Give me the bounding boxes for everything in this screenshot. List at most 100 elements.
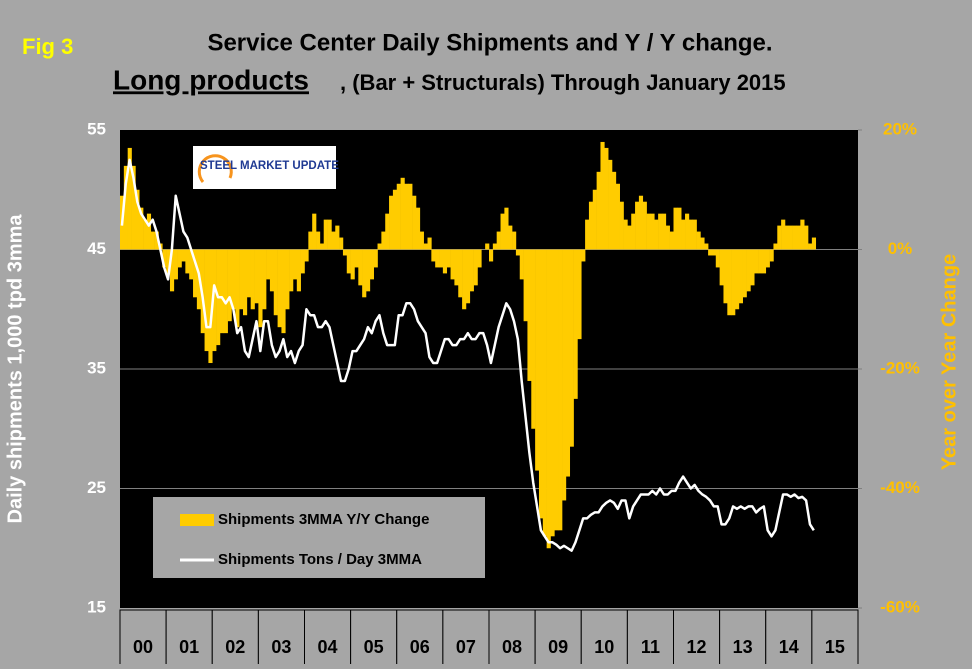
- bar: [250, 249, 255, 310]
- bar: [500, 213, 505, 250]
- bar: [419, 231, 424, 250]
- bar: [515, 249, 521, 256]
- x-tick-label: 14: [779, 637, 799, 657]
- bar: [788, 225, 793, 250]
- bar: [781, 219, 786, 250]
- x-category-cell: [719, 609, 767, 669]
- bar: [181, 249, 186, 262]
- bar: [346, 249, 351, 274]
- x-tick-label: 03: [271, 637, 291, 657]
- y2-tick-label: -60%: [880, 597, 920, 616]
- bar: [573, 249, 578, 399]
- bar: [685, 213, 690, 250]
- bar: [596, 171, 601, 250]
- logo-text: STEEL MARKET UPDATE: [200, 160, 339, 172]
- bar: [227, 249, 232, 322]
- y2-tick-label: -40%: [880, 478, 920, 497]
- bar: [254, 249, 259, 304]
- bar: [177, 249, 182, 268]
- x-category-cell: [396, 609, 444, 669]
- bar: [715, 249, 720, 268]
- x-tick-label: 08: [502, 637, 522, 657]
- bar: [546, 249, 551, 549]
- x-tick-label: 11: [641, 637, 660, 657]
- bar: [316, 231, 321, 250]
- bar: [123, 165, 128, 250]
- bar: [327, 219, 332, 250]
- x-tick-label: 06: [410, 637, 430, 657]
- bar: [496, 231, 501, 250]
- bar: [485, 243, 490, 250]
- bar: [638, 195, 644, 250]
- bar: [396, 183, 401, 250]
- bar: [292, 249, 298, 280]
- bar: [262, 249, 267, 310]
- bar: [231, 249, 236, 310]
- legend-label: Shipments Tons / Day 3MMA: [218, 551, 422, 568]
- bar: [285, 249, 290, 310]
- bar: [442, 249, 448, 274]
- bar: [208, 249, 213, 364]
- bar: [342, 249, 348, 256]
- bar: [581, 249, 586, 262]
- x-tick-label: 01: [179, 637, 199, 657]
- bar: [512, 231, 517, 250]
- x-category-cell: [811, 609, 859, 669]
- bar: [427, 237, 432, 250]
- bar: [538, 249, 544, 519]
- bar: [631, 213, 636, 250]
- bar: [604, 147, 609, 250]
- bar: [592, 189, 597, 250]
- bar: [185, 249, 190, 274]
- bar: [627, 225, 632, 250]
- bar: [811, 237, 817, 250]
- x-tick-label: 05: [364, 637, 384, 657]
- y-tick-label: 35: [87, 358, 106, 377]
- bar: [458, 249, 463, 298]
- bar: [358, 249, 363, 286]
- bar: [331, 231, 336, 250]
- bar: [477, 249, 482, 268]
- bar: [708, 249, 713, 256]
- bar: [800, 219, 805, 250]
- chart-subtitle: , (Bar + Structurals) Through January 20…: [340, 70, 786, 95]
- bar: [669, 231, 674, 250]
- bar: [454, 249, 459, 286]
- bar: [473, 249, 478, 286]
- y-tick-label: 55: [87, 119, 106, 138]
- bar: [727, 249, 732, 316]
- bar: [385, 213, 390, 250]
- x-category-cell: [211, 609, 259, 669]
- x-category-cell: [626, 609, 674, 669]
- bar: [139, 207, 144, 250]
- subtitle-emphasis: Long products: [113, 64, 309, 95]
- bar: [723, 249, 728, 304]
- bar: [523, 249, 528, 322]
- bar: [296, 249, 301, 292]
- bar: [731, 249, 736, 316]
- bar: [431, 249, 436, 262]
- x-tick-label: 15: [825, 637, 845, 657]
- bar: [339, 237, 344, 250]
- bar: [369, 249, 374, 280]
- bar: [558, 249, 563, 531]
- bar: [258, 249, 263, 328]
- x-tick-label: 09: [548, 637, 568, 657]
- bar: [750, 249, 755, 286]
- x-tick-label: 12: [687, 637, 707, 657]
- bar: [719, 249, 724, 286]
- bar: [469, 249, 474, 292]
- bar: [135, 189, 140, 250]
- bar: [650, 213, 655, 250]
- x-tick-label: 02: [225, 637, 245, 657]
- bar: [143, 219, 148, 250]
- bar: [131, 165, 136, 250]
- bar: [746, 249, 751, 292]
- bar: [362, 249, 367, 298]
- bar: [204, 249, 209, 352]
- y2-tick-label: -20%: [880, 358, 920, 377]
- chart-title: Service Center Daily Shipments and Y / Y…: [207, 29, 772, 56]
- bar: [300, 249, 305, 274]
- bar: [585, 219, 590, 250]
